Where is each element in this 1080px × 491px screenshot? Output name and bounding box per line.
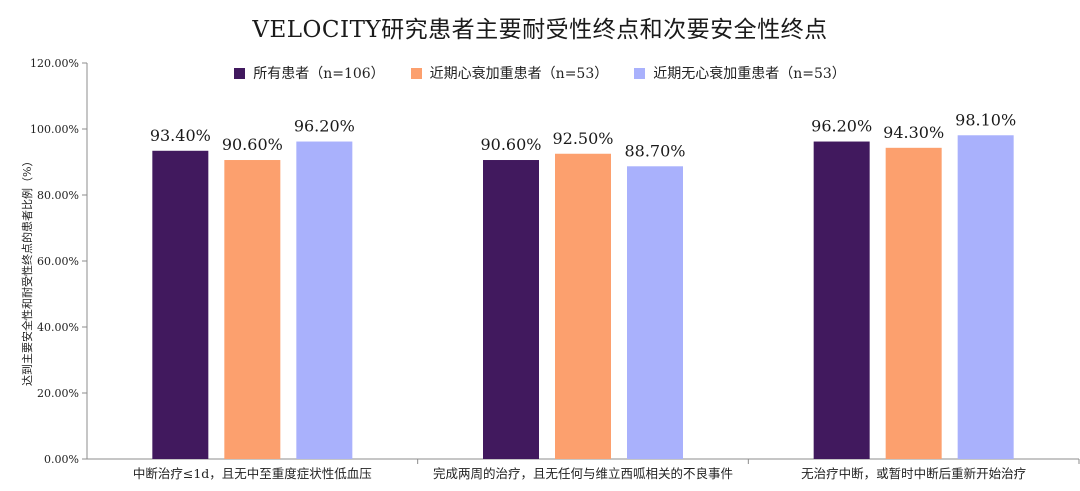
bar	[885, 147, 942, 459]
category-label: 无治疗中断，或暂时中断后重新开始治疗	[801, 466, 1026, 481]
legend-label-no-recent-worsening: 近期无心衰加重患者（n=53）	[653, 66, 846, 82]
category-label: 中断治疗≤1d，且无中至重度症状性低血压	[133, 466, 372, 481]
bar	[296, 141, 353, 460]
y-tick-label: 40.00%	[37, 321, 79, 334]
legend: 所有患者（n=106） 近期心衰加重患者（n=53） 近期无心衰加重患者（n=5…	[0, 63, 1080, 83]
bar	[813, 141, 870, 460]
legend-item-recent-worsening: 近期心衰加重患者（n=53）	[410, 63, 609, 83]
bar	[483, 160, 539, 459]
data-label: 94.30%	[883, 123, 944, 142]
data-label: 96.20%	[811, 117, 872, 136]
y-tick-label: 80.00%	[37, 189, 79, 202]
data-label: 88.70%	[624, 141, 685, 160]
legend-item-all: 所有患者（n=106）	[234, 63, 385, 83]
bar	[957, 135, 1014, 459]
y-tick-label: 0.00%	[44, 453, 79, 466]
legend-label-recent-worsening: 近期心衰加重患者（n=53）	[429, 66, 609, 82]
legend-label-all: 所有患者（n=106）	[253, 66, 385, 82]
bar	[224, 160, 281, 459]
data-label: 98.10%	[955, 110, 1016, 129]
bar	[555, 153, 611, 459]
legend-swatch-all	[234, 67, 246, 79]
y-tick-label: 20.00%	[37, 387, 79, 400]
data-label: 96.20%	[294, 117, 355, 136]
bar	[627, 166, 683, 460]
legend-swatch-recent-worsening	[410, 67, 422, 79]
y-tick-label: 60.00%	[37, 255, 79, 268]
data-label: 92.50%	[552, 129, 613, 148]
data-label: 93.40%	[150, 126, 211, 145]
y-tick-label: 120.00%	[30, 57, 79, 70]
legend-item-no-recent-worsening: 近期无心衰加重患者（n=53）	[634, 63, 846, 83]
bar	[152, 150, 209, 459]
data-label: 90.60%	[480, 135, 541, 154]
data-label: 90.60%	[222, 135, 283, 154]
chart-title: VELOCITY研究患者主要耐受性终点和次要安全性终点	[252, 17, 828, 43]
category-label: 完成两周的治疗，且无任何与维立西呱相关的不良事件	[433, 466, 733, 481]
y-tick-label: 100.00%	[30, 123, 79, 136]
legend-swatch-no-recent-worsening	[634, 67, 646, 79]
